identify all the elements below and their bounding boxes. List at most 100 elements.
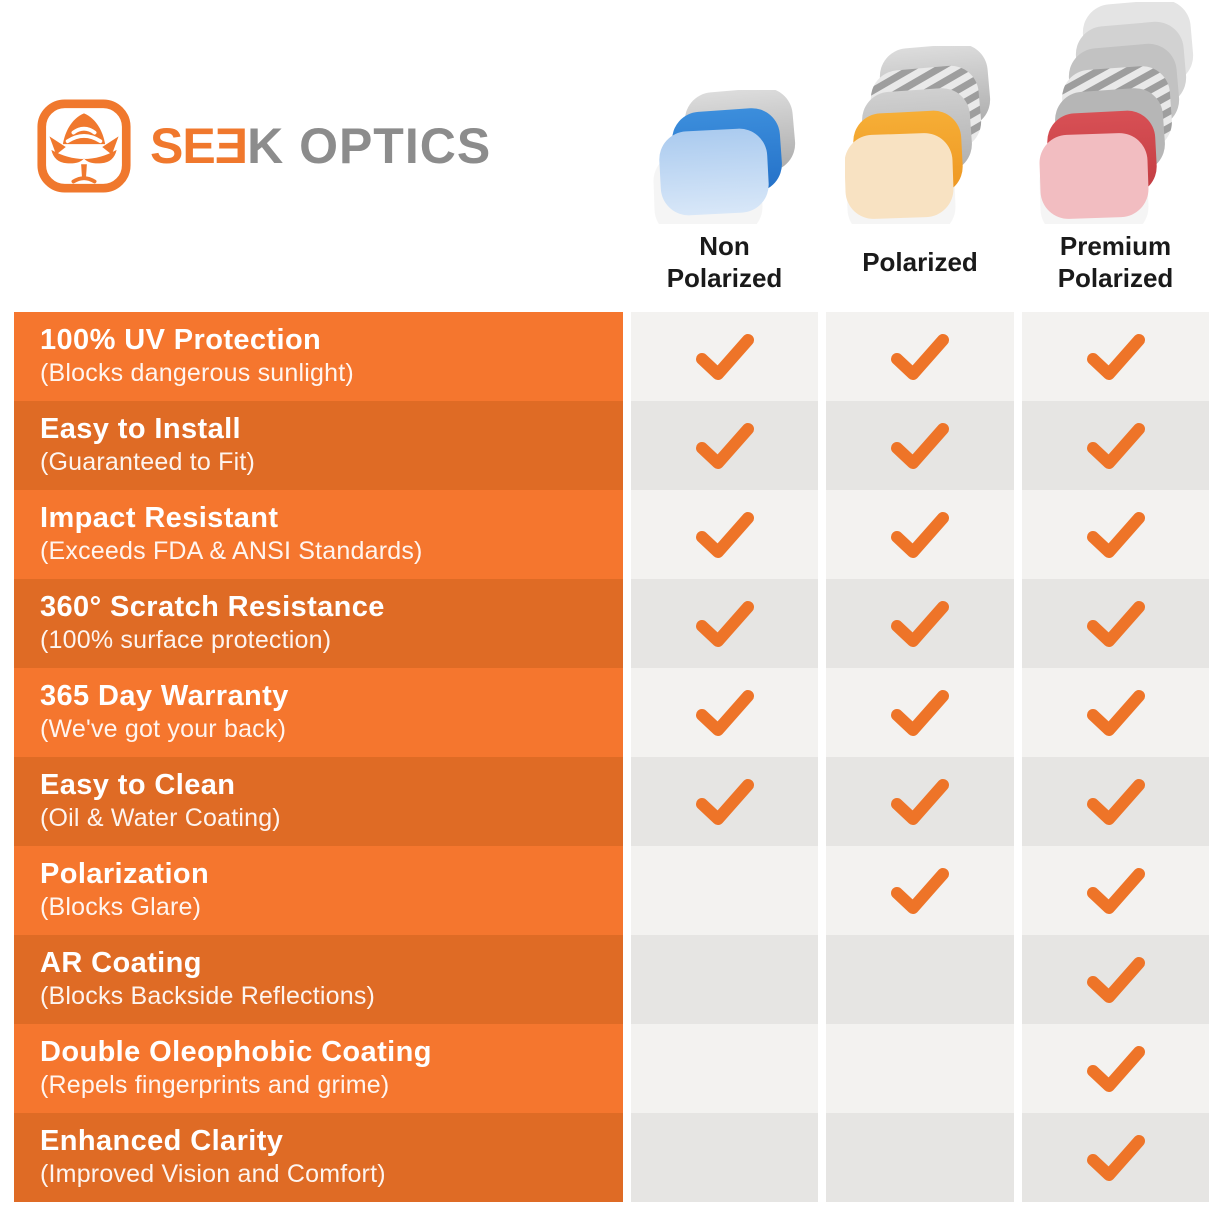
brand: SEƎK OPTICS xyxy=(34,98,623,194)
column-label-premium-polarized: Premium Polarized xyxy=(1057,231,1174,293)
check-cell xyxy=(826,579,1014,668)
check-cell xyxy=(1022,757,1209,846)
column-label-polarized: Polarized xyxy=(862,247,978,278)
feature-subtitle: (100% surface protection) xyxy=(40,626,332,655)
check-cell xyxy=(631,935,818,1024)
check-cell xyxy=(631,401,818,490)
feature-subtitle: (Oil & Water Coating) xyxy=(40,804,281,833)
check-icon xyxy=(891,690,949,736)
feature-cell-easy-install: Easy to Install (Guaranteed to Fit) xyxy=(14,401,623,490)
check-icon xyxy=(1086,690,1145,736)
feature-subtitle: (Repels fingerprints and grime) xyxy=(40,1071,390,1100)
feature-title: Easy to Install xyxy=(40,413,242,446)
feature-cell-enhanced-clarity: Enhanced Clarity (Improved Vision and Co… xyxy=(14,1113,623,1202)
seek-optics-logo-icon xyxy=(37,99,131,193)
check-cell xyxy=(826,1024,1014,1113)
polarized-lens-image xyxy=(845,46,991,224)
feature-cell-scratch-resistance: 360° Scratch Resistance (100% surface pr… xyxy=(14,579,623,668)
feature-cell-impact-resistant: Impact Resistant (Exceeds FDA & ANSI Sta… xyxy=(14,490,623,579)
check-cell xyxy=(826,312,1014,401)
check-cell xyxy=(1022,668,1209,757)
premium-polarized-lens-image xyxy=(1039,2,1193,224)
check-cell xyxy=(1022,490,1209,579)
check-icon xyxy=(695,601,754,647)
check-icon xyxy=(695,512,754,558)
check-cell xyxy=(631,846,818,935)
feature-title: 100% UV Protection xyxy=(40,324,322,357)
feature-cell-polarization: Polarization (Blocks Glare) xyxy=(14,846,623,935)
feature-cell-uv-protection: 100% UV Protection (Blocks dangerous sun… xyxy=(14,312,623,401)
feature-cell-warranty: 365 Day Warranty (We've got your back) xyxy=(14,668,623,757)
check-cell xyxy=(631,668,818,757)
check-cell xyxy=(1022,846,1209,935)
feature-subtitle: (Exceeds FDA & ANSI Standards) xyxy=(40,537,423,566)
feature-subtitle: (Blocks dangerous sunlight) xyxy=(40,359,354,388)
check-cell xyxy=(826,757,1014,846)
check-cell xyxy=(826,668,1014,757)
check-cell xyxy=(1022,579,1209,668)
header: SEƎK OPTICS Non Polarized xyxy=(14,0,1209,312)
check-cell xyxy=(631,757,818,846)
check-cell xyxy=(1022,935,1209,1024)
check-cell xyxy=(1022,312,1209,401)
feature-title: 365 Day Warranty xyxy=(40,680,289,713)
check-icon xyxy=(1086,334,1145,380)
feature-title: Easy to Clean xyxy=(40,769,236,802)
check-icon xyxy=(1086,512,1145,558)
feature-subtitle: (Guaranteed to Fit) xyxy=(40,448,256,477)
check-icon xyxy=(891,334,949,380)
brand-wordmark-gray: K OPTICS xyxy=(247,118,492,174)
check-icon xyxy=(1086,779,1145,825)
feature-cell-easy-clean: Easy to Clean (Oil & Water Coating) xyxy=(14,757,623,846)
non-polarized-lens-image xyxy=(653,90,795,224)
check-icon xyxy=(1086,1135,1145,1181)
check-cell xyxy=(631,490,818,579)
feature-title: Polarization xyxy=(40,858,210,891)
check-icon xyxy=(695,690,754,736)
check-icon xyxy=(891,868,949,914)
feature-title: Impact Resistant xyxy=(40,502,279,535)
check-icon xyxy=(695,334,754,380)
check-icon xyxy=(695,779,754,825)
column-header-polarized: Polarized xyxy=(826,0,1014,312)
feature-cell-ar-coating: AR Coating (Blocks Backside Reflections) xyxy=(14,935,623,1024)
check-icon xyxy=(1086,1046,1145,1092)
check-cell xyxy=(631,1024,818,1113)
feature-title: Double Oleophobic Coating xyxy=(40,1036,432,1069)
check-icon xyxy=(1086,423,1145,469)
check-icon xyxy=(891,512,949,558)
check-icon xyxy=(695,423,754,469)
check-cell xyxy=(826,935,1014,1024)
check-cell xyxy=(826,490,1014,579)
column-header-premium-polarized: Premium Polarized xyxy=(1022,0,1209,312)
feature-subtitle: (Blocks Backside Reflections) xyxy=(40,982,376,1011)
comparison-table: 100% UV Protection (Blocks dangerous sun… xyxy=(14,312,1209,1202)
check-cell xyxy=(826,401,1014,490)
feature-title: 360° Scratch Resistance xyxy=(40,591,385,624)
column-header-non-polarized: Non Polarized xyxy=(631,0,818,312)
check-cell xyxy=(826,846,1014,935)
feature-title: Enhanced Clarity xyxy=(40,1125,284,1158)
feature-title: AR Coating xyxy=(40,947,202,980)
check-icon xyxy=(1086,957,1145,1003)
column-label-non-polarized: Non Polarized xyxy=(666,231,783,293)
check-cell xyxy=(1022,401,1209,490)
feature-subtitle: (We've got your back) xyxy=(40,715,287,744)
check-icon xyxy=(1086,601,1145,647)
brand-wordmark: SEƎK OPTICS xyxy=(150,117,491,175)
feature-cell-oleophobic-coating: Double Oleophobic Coating (Repels finger… xyxy=(14,1024,623,1113)
check-icon xyxy=(891,423,949,469)
feature-subtitle: (Blocks Glare) xyxy=(40,893,202,922)
check-cell xyxy=(826,1113,1014,1202)
check-icon xyxy=(891,779,949,825)
check-icon xyxy=(891,601,949,647)
check-cell xyxy=(631,1113,818,1202)
check-cell xyxy=(631,579,818,668)
check-icon xyxy=(1086,868,1145,914)
brand-wordmark-orange: SEƎ xyxy=(150,118,248,174)
check-cell xyxy=(1022,1024,1209,1113)
feature-subtitle: (Improved Vision and Comfort) xyxy=(40,1160,386,1189)
check-cell xyxy=(631,312,818,401)
check-cell xyxy=(1022,1113,1209,1202)
